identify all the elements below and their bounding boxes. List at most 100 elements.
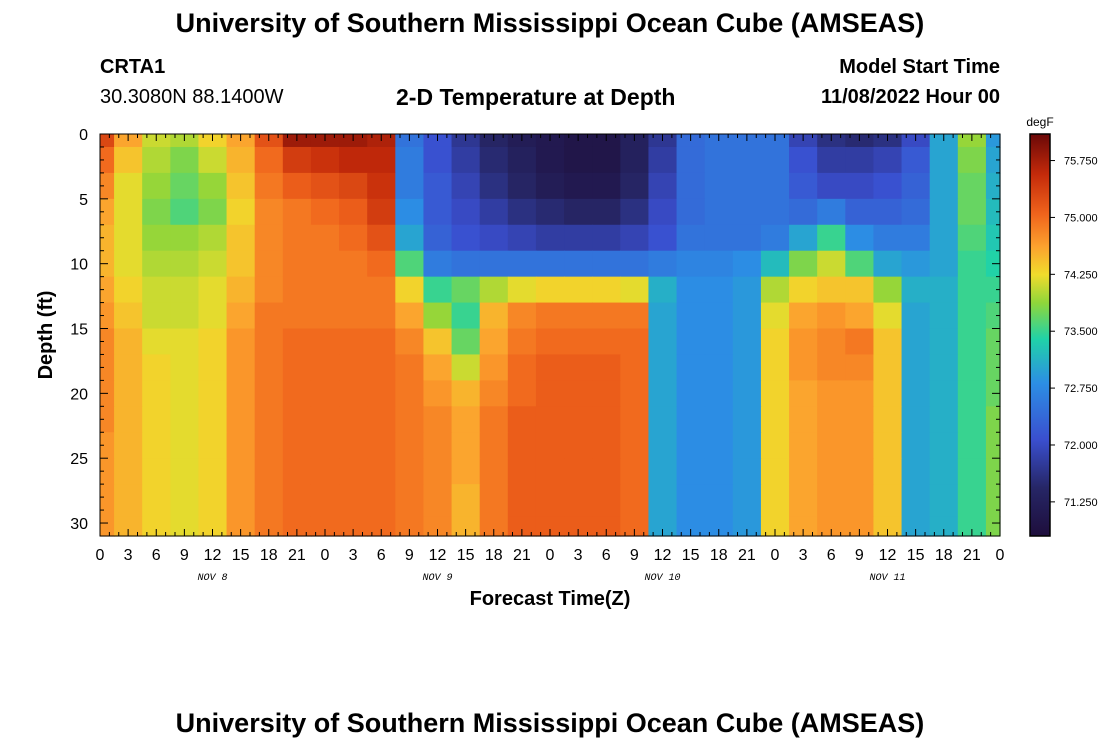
heatmap-cell	[114, 380, 143, 407]
heatmap-cell	[367, 302, 396, 330]
x-tick-label: 18	[260, 547, 278, 564]
heatmap-cell	[451, 276, 481, 304]
heatmap-cell	[732, 172, 762, 200]
heatmap-cell	[114, 484, 143, 518]
y-tick-label: 10	[70, 257, 88, 274]
heatmap-cell	[957, 198, 987, 226]
heatmap-cell	[339, 484, 368, 518]
heatmap-cell	[451, 302, 481, 330]
heatmap-cell	[676, 516, 706, 537]
heatmap-cell	[564, 146, 593, 174]
heatmap-cell	[423, 328, 453, 356]
heatmap-cell	[423, 302, 453, 330]
heatmap-cell	[620, 302, 650, 330]
heatmap-cell	[226, 146, 256, 174]
heatmap-cell	[732, 250, 762, 278]
heatmap-cell	[339, 516, 368, 537]
x-tick-label: 6	[827, 547, 836, 564]
heatmap-cell	[367, 172, 396, 200]
page-title: University of Southern Mississippi Ocean…	[175, 8, 925, 38]
heatmap-cell	[310, 224, 340, 252]
heatmap-cell	[198, 406, 228, 433]
heatmap-cell	[142, 172, 171, 200]
heatmap-cell	[226, 484, 256, 518]
heatmap-cell	[170, 516, 200, 537]
heatmap-cell	[845, 250, 875, 278]
chart-heading: 2-D Temperature at Depth	[396, 84, 676, 110]
heatmap-cell	[676, 302, 706, 330]
heatmap-cell	[198, 224, 228, 252]
heatmap-cell	[592, 172, 621, 200]
heatmap-cell	[845, 146, 875, 174]
colorbar: degF 75.750 75.000 74.250 73.500 72.750 72.00…	[1026, 115, 1098, 537]
y-tick-label: 15	[70, 322, 88, 339]
heatmap-cell	[676, 224, 706, 252]
heatmap-cell	[310, 276, 340, 304]
heatmap-cell	[367, 250, 396, 278]
heatmap-cell	[507, 302, 537, 330]
heatmap-cell	[817, 354, 846, 381]
heatmap-cell	[564, 172, 593, 200]
heatmap-cell	[901, 484, 931, 518]
heatmap-cell	[451, 484, 481, 518]
colorbar-tick-label: 75.750	[1064, 156, 1098, 168]
heatmap-cell	[479, 458, 509, 485]
heatmap-cell	[817, 406, 846, 433]
heatmap-cell	[170, 354, 200, 381]
heatmap-cell	[451, 172, 481, 200]
heatmap-cell	[170, 484, 200, 518]
heatmap-cell	[479, 172, 509, 200]
heatmap-cell	[142, 458, 171, 485]
heatmap-cell	[395, 516, 425, 537]
heatmap-cell	[142, 302, 171, 330]
x-tick-label: 12	[204, 547, 222, 564]
heatmap-cell	[985, 354, 1001, 381]
x-tick-label: 9	[405, 547, 414, 564]
heatmap-cell	[676, 380, 706, 407]
heatmap-cell	[198, 302, 228, 330]
x-tick-label: 15	[232, 547, 250, 564]
heatmap-cell	[367, 354, 396, 381]
heatmap-cell	[254, 516, 284, 537]
heatmap-cell	[254, 250, 284, 278]
heatmap-cell	[423, 250, 453, 278]
heatmap-cell	[254, 224, 284, 252]
heatmap-cell	[620, 276, 650, 304]
heatmap-cell	[648, 484, 678, 518]
heatmap-cell	[704, 146, 734, 174]
heatmap-cell	[704, 328, 734, 356]
heatmap-cell	[339, 302, 368, 330]
heatmap-cell	[873, 458, 903, 485]
y-tick-label: 0	[79, 127, 88, 144]
heatmap-cell	[310, 146, 340, 174]
heatmap-cell	[901, 516, 931, 537]
heatmap-cell	[226, 354, 256, 381]
heatmap-cell	[114, 276, 143, 304]
heatmap-cell	[142, 198, 171, 226]
model-start-value: 11/08/2022 Hour 00	[820, 86, 1000, 108]
heatmap-cell	[929, 276, 959, 304]
heatmap-cell	[423, 224, 453, 252]
heatmap-cell	[592, 484, 621, 518]
heatmap-cell	[395, 458, 425, 485]
heatmap-cell	[507, 484, 537, 518]
heatmap-cell	[985, 406, 1001, 433]
heatmap-cell	[592, 146, 621, 174]
heatmap-cell	[507, 250, 537, 278]
heatmap-cell	[100, 354, 115, 381]
heatmap-cell	[395, 328, 425, 356]
heatmap-cell	[957, 432, 987, 459]
heatmap-cell	[395, 406, 425, 433]
heatmap-cell	[451, 406, 481, 433]
heatmap-cell	[170, 432, 200, 459]
heatmap-cell	[873, 172, 903, 200]
heatmap-cell	[507, 432, 537, 459]
heatmap-cell	[535, 516, 565, 537]
heatmap-cell	[395, 250, 425, 278]
heatmap-cell	[592, 458, 621, 485]
heatmap-cell	[817, 432, 846, 459]
heatmap-cell	[845, 224, 875, 252]
heatmap-cell	[142, 432, 171, 459]
heatmap-cell	[310, 484, 340, 518]
heatmap-cell	[704, 276, 734, 304]
